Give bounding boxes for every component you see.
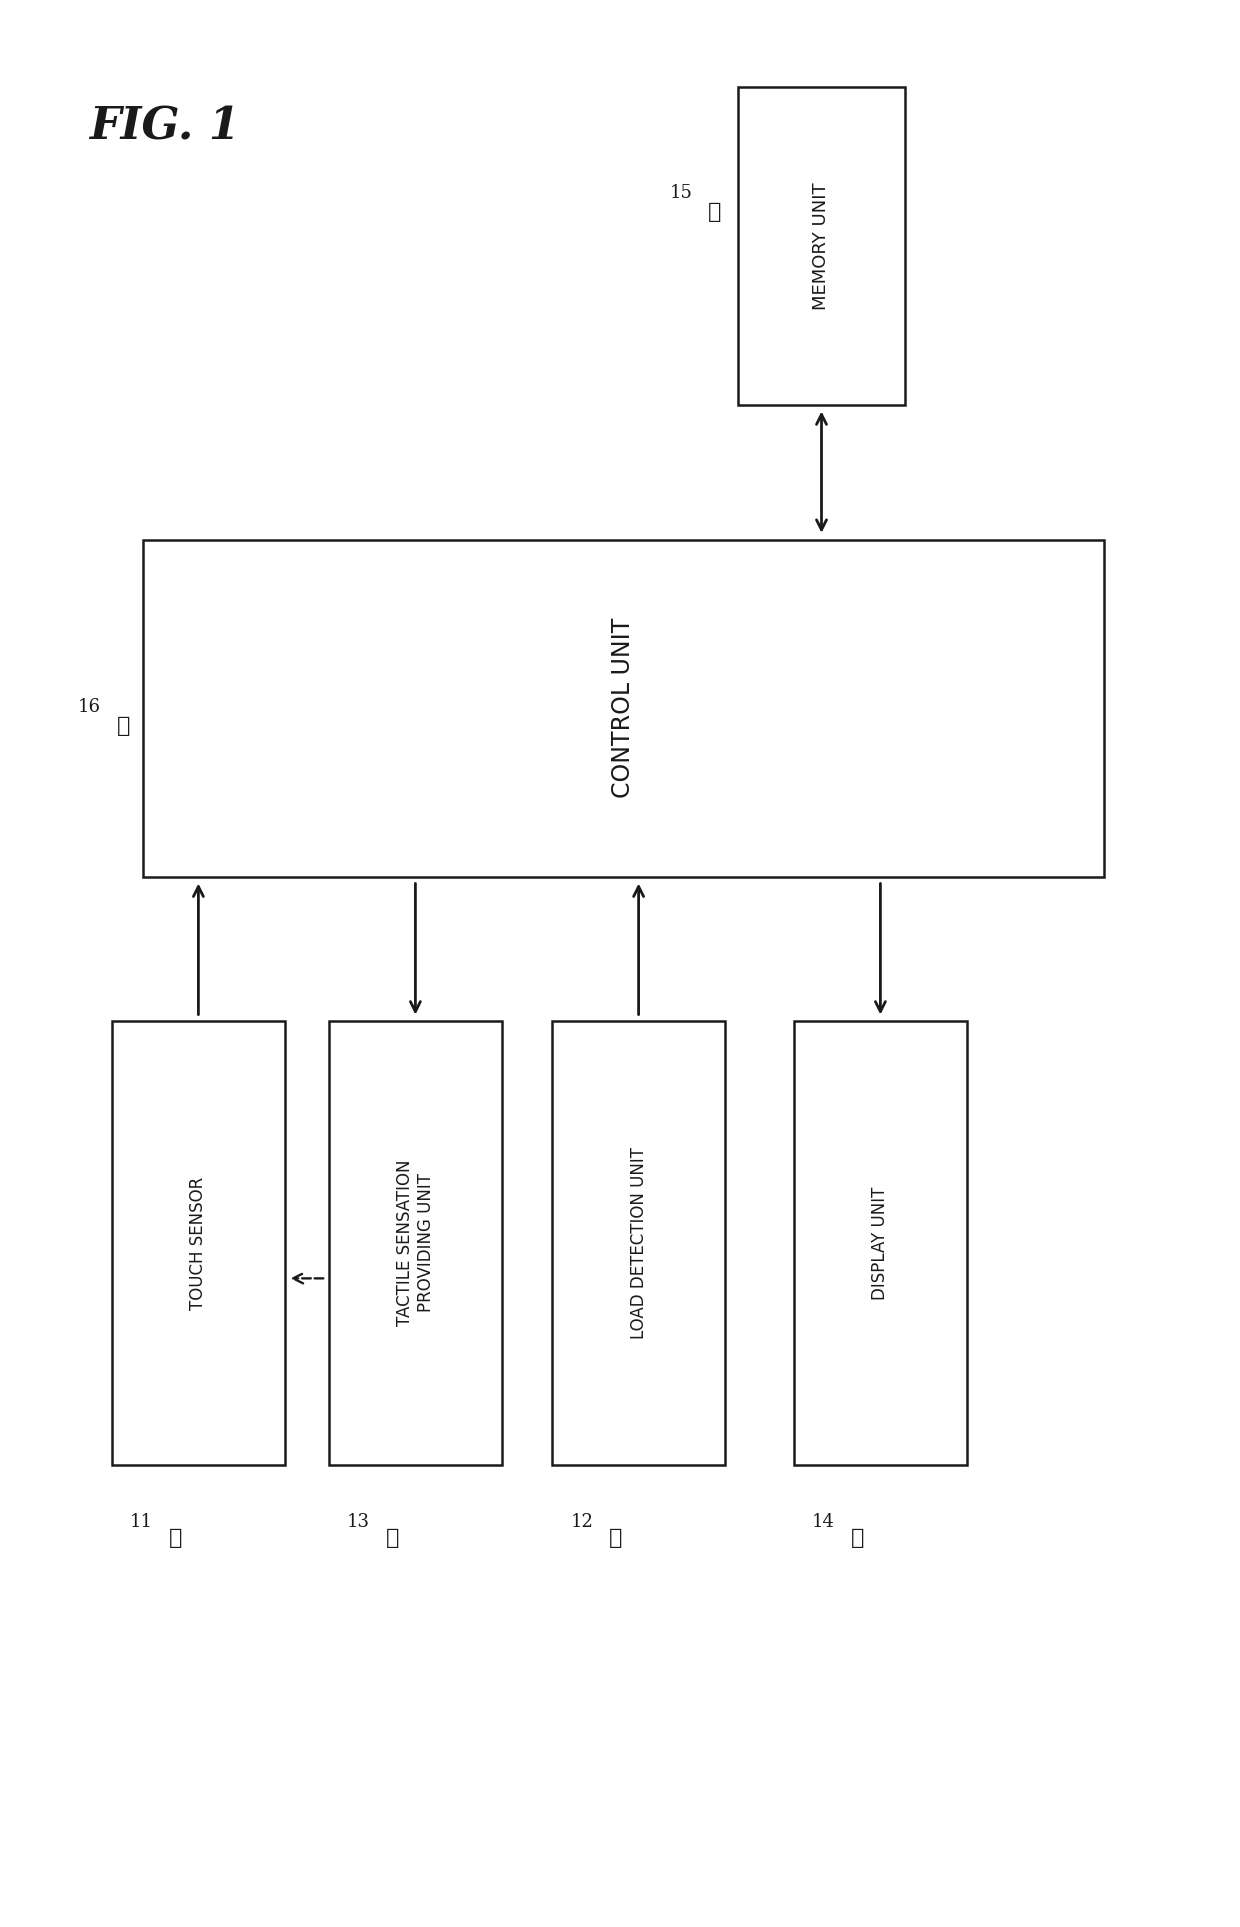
Text: 13: 13 <box>347 1513 371 1532</box>
Text: ⌣: ⌣ <box>117 717 130 736</box>
Text: ⌣: ⌣ <box>851 1528 864 1547</box>
Text: 12: 12 <box>570 1513 593 1532</box>
Bar <box>738 87 905 405</box>
Text: ⌣: ⌣ <box>609 1528 622 1547</box>
Text: 15: 15 <box>670 183 692 202</box>
Text: ⌣: ⌣ <box>386 1528 399 1547</box>
Text: TOUCH SENSOR: TOUCH SENSOR <box>190 1175 207 1310</box>
Bar <box>794 1021 967 1465</box>
Text: TACTILE SENSATION
PROVIDING UNIT: TACTILE SENSATION PROVIDING UNIT <box>396 1160 435 1326</box>
Bar <box>329 1021 502 1465</box>
Text: 14: 14 <box>812 1513 835 1532</box>
Text: ⌣: ⌣ <box>169 1528 182 1547</box>
Text: CONTROL UNIT: CONTROL UNIT <box>611 619 635 798</box>
Text: 11: 11 <box>130 1513 154 1532</box>
Text: MEMORY UNIT: MEMORY UNIT <box>812 181 831 310</box>
Bar <box>112 1021 285 1465</box>
Text: FIG. 1: FIG. 1 <box>89 106 241 148</box>
Text: DISPLAY UNIT: DISPLAY UNIT <box>872 1187 889 1299</box>
Text: ⌣: ⌣ <box>708 202 722 222</box>
Text: LOAD DETECTION UNIT: LOAD DETECTION UNIT <box>630 1147 647 1339</box>
Text: 16: 16 <box>78 698 102 717</box>
Bar <box>552 1021 725 1465</box>
Bar <box>143 540 1104 877</box>
